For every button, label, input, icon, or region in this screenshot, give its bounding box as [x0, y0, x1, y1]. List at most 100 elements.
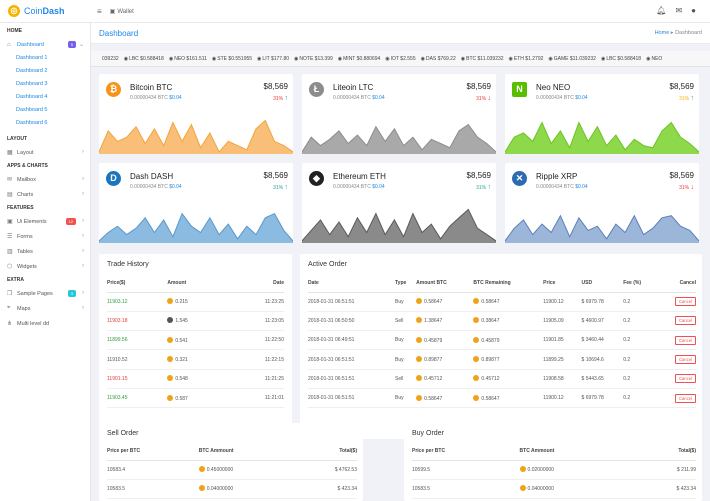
wallet-link[interactable]: ▣ Wallet — [109, 8, 134, 16]
th-active-7: Cancel — [656, 275, 696, 293]
top-bar: ◎ CoinDash ≡ ▣ Wallet 🔔︎ ✉ ● — [0, 0, 710, 23]
order-cancel-cell: Cancel — [656, 311, 696, 332]
cancel-button[interactable]: Cancel — [674, 297, 696, 307]
section-home: HOME — [7, 28, 22, 34]
bitcoin-icon: ₿ — [106, 82, 121, 97]
cancel-button[interactable]: Cancel — [674, 355, 696, 365]
sidebar-item-sample-pages[interactable]: ❐ Sample Pages 3 › — [7, 290, 84, 297]
trade-date: 11:21:25 — [227, 369, 284, 389]
cancel-button[interactable]: Cancel — [674, 393, 696, 403]
hamburger-icon[interactable]: ≡ — [97, 7, 102, 16]
sparkline-chart — [505, 214, 699, 243]
arrow-up-icon: ↑ — [487, 184, 492, 191]
table-row: 10583.4 0.45000000 $ 4762.53 — [107, 460, 357, 480]
sidebar-item-widgets[interactable]: ⬡ Widgets › — [7, 263, 84, 270]
table-row: 2018-01-31 06:51:51 Sell 0.45712 0.45712 119… — [308, 369, 696, 389]
main-content: Dashboard Home ▸ Dashboard 039232 ◉ LBC $0… — [91, 23, 710, 501]
order-remaining: 0.45712 — [473, 369, 544, 389]
sell-order-title: Sell Order — [107, 430, 139, 437]
order-date: 2018-01-31 06:50:50 — [308, 311, 395, 332]
sidebar-subitem-dashboard-3[interactable]: Dashboard 3 — [16, 81, 48, 87]
cancel-button[interactable]: Cancel — [674, 316, 696, 326]
order-usd: $ 6979.78 — [581, 292, 624, 312]
sell-order-panel: Sell Order Price per BTC BTC Ammount Tot… — [99, 423, 363, 501]
cancel-button[interactable]: Cancel — [674, 374, 696, 384]
order-price: 10583.5 — [107, 479, 199, 500]
ticker-item: ◉ NEO $161.511 — [168, 55, 207, 62]
coin-btc-value: 0.00000434 BTC $0.04 — [333, 95, 385, 101]
order-usd: $ 6979.78 — [581, 388, 624, 409]
order-price: 11908.58 — [543, 369, 582, 389]
order-date: 2018-01-31 06:51:51 — [308, 349, 395, 370]
coin-icon: ◉ — [337, 55, 343, 62]
chevron-right-icon: ▸ — [670, 30, 676, 36]
sidebar-subitem-dashboard-4[interactable]: Dashboard 4 — [16, 94, 48, 100]
arrow-down-icon: ↓ — [487, 95, 492, 102]
ticker-item: ◉ LBC $0.588418 — [600, 55, 642, 62]
sidebar-item-tables[interactable]: ▥ Tables › — [7, 248, 84, 255]
notification-bell-icon[interactable]: 🔔︎ — [656, 6, 667, 15]
coin-icon — [473, 317, 480, 324]
chevron-right-icon: › — [82, 176, 84, 182]
sidebar-item-dashboard[interactable]: ⌂ Dashboard 5 ⌄ — [7, 41, 84, 48]
sidebar-subitem-dashboard-5[interactable]: Dashboard 5 — [16, 107, 48, 113]
coin-icon — [416, 375, 423, 382]
mail-icon[interactable]: ✉ — [675, 6, 683, 15]
sparkline-chart — [505, 121, 699, 154]
sidebar-subitem-dashboard-1[interactable]: Dashboard 1 — [16, 55, 48, 61]
order-remaining: 0.58647 — [473, 292, 544, 312]
coin-icon — [167, 356, 174, 363]
sparkline-area — [505, 215, 699, 243]
chevron-down-icon: ⌄ — [78, 42, 84, 48]
order-amount: 0.58647 — [416, 292, 474, 312]
coin-change: 31% ↓ — [679, 184, 694, 191]
order-type: Buy — [394, 292, 417, 312]
trade-date: 11:22:50 — [227, 330, 284, 351]
section-layout: LAYOUT — [7, 136, 28, 142]
user-profile-icon[interactable]: ● — [691, 6, 696, 15]
sparkline-line — [99, 119, 293, 153]
sidebar-item-layout[interactable]: ▦ Layout › — [7, 149, 84, 156]
wallet-icon: ▣ — [109, 9, 116, 15]
sidebar-item-multilevel[interactable]: ⋔ Multi level dd — [7, 320, 50, 328]
price-ticker: 039232 ◉ LBC $0.588418 ◉ NEO $161.511 ◉ STE $0… — [91, 51, 710, 67]
coin-card-ripple[interactable]: ✕ Ripple XRP 0.00000434 BTC $0.04 $8,569 31%… — [505, 163, 699, 243]
sidebar-subitem-dashboard-2[interactable]: Dashboard 2 — [16, 68, 48, 74]
order-amount: 0.02000000 — [519, 460, 633, 480]
coin-card-neo[interactable]: N Neo NEO 0.00000434 BTC $0.04 $8,569 31% ↑ — [505, 74, 699, 154]
ticker-item: ◉ LBC $0.588418 — [123, 55, 164, 62]
coin-icon — [198, 485, 205, 492]
ui-elements-icon: ▣ — [7, 219, 13, 225]
coin-icon: ◉ — [168, 55, 174, 62]
th-total: Total($) — [632, 443, 696, 461]
sparkline-line — [99, 212, 293, 242]
coin-icon — [167, 394, 174, 401]
sidebar-item-forms[interactable]: ☰ Forms › — [7, 233, 84, 240]
coin-price: $8,569 — [263, 82, 288, 91]
ripple-icon: ✕ — [512, 171, 527, 186]
order-remaining: 0.89877 — [473, 349, 544, 370]
top-icons: 🔔︎ ✉ ● — [656, 6, 696, 15]
th-price-per-btc: Price per BTC — [412, 443, 520, 461]
coin-card-litecoin[interactable]: Ł Liteoin LTC 0.00000434 BTC $0.04 $8,569 31… — [302, 74, 496, 154]
breadcrumb-home[interactable]: Home — [654, 30, 670, 36]
coin-change: 31% ↑ — [273, 95, 288, 102]
sidebar-item-maps[interactable]: ⌖ Maps › — [7, 305, 84, 312]
brand-logo[interactable]: ◎ CoinDash — [8, 5, 65, 17]
coin-change: 31% ↑ — [476, 184, 491, 191]
coin-card-bitcoin[interactable]: ₿ Bitcoin BTC 0.00000434 BTC $0.04 $8,569 31… — [99, 74, 293, 154]
order-amount: 0.89877 — [416, 349, 474, 370]
sidebar-subitem-dashboard-6[interactable]: Dashboard 6 — [16, 120, 48, 126]
sidebar-item-ui-elements[interactable]: ▣ Ui Elements 12 › — [7, 218, 84, 225]
order-price: 11901.85 — [543, 330, 582, 351]
sidebar-item-mailbox[interactable]: ✉ Mailbox › — [7, 176, 84, 183]
coin-card-ethereum[interactable]: ◆ Ethereum ETH 0.00000434 BTC $0.04 $8,569 3… — [302, 163, 496, 243]
sidebar-item-charts[interactable]: ▤ Charts › — [7, 191, 84, 198]
coin-card-dash[interactable]: D Dash DASH 0.00000434 BTC $0.04 $8,569 31% … — [99, 163, 293, 243]
sparkline-line — [302, 208, 496, 242]
order-fee: 0.2 — [623, 311, 657, 332]
order-date: 2018-01-31 06:49:51 — [308, 330, 395, 351]
share-icon: ⋔ — [7, 321, 13, 327]
cancel-button[interactable]: Cancel — [674, 335, 696, 345]
order-cancel-cell: Cancel — [656, 388, 696, 409]
